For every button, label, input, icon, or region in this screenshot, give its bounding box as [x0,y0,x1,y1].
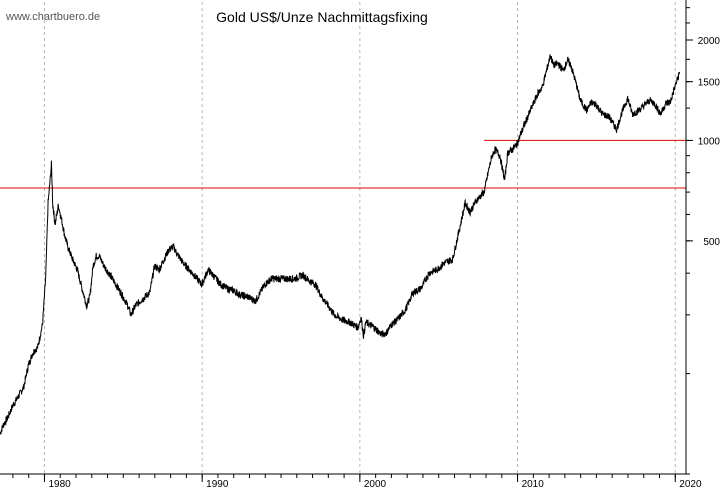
series-layer [0,54,681,435]
source-watermark: www.chartbuero.de [5,11,100,23]
x-tick-label-1990: 1990 [206,479,229,490]
x-tick-label-2000: 2000 [364,479,387,490]
y-tick-label-1000: 1000 [698,136,721,147]
y-tick-label-500: 500 [703,237,720,248]
chart-title: Gold US$/Unze Nachmittagsfixing [216,9,428,25]
x-tick-label-2010: 2010 [522,479,545,490]
gold-price-line [0,54,681,435]
y-tick-label-2000: 2000 [698,36,721,47]
grid-layer [43,2,676,474]
x-tick-label-2020: 2020 [679,479,702,490]
x-tick-label-1980: 1980 [48,479,71,490]
y-tick-label-1500: 1500 [698,78,721,89]
